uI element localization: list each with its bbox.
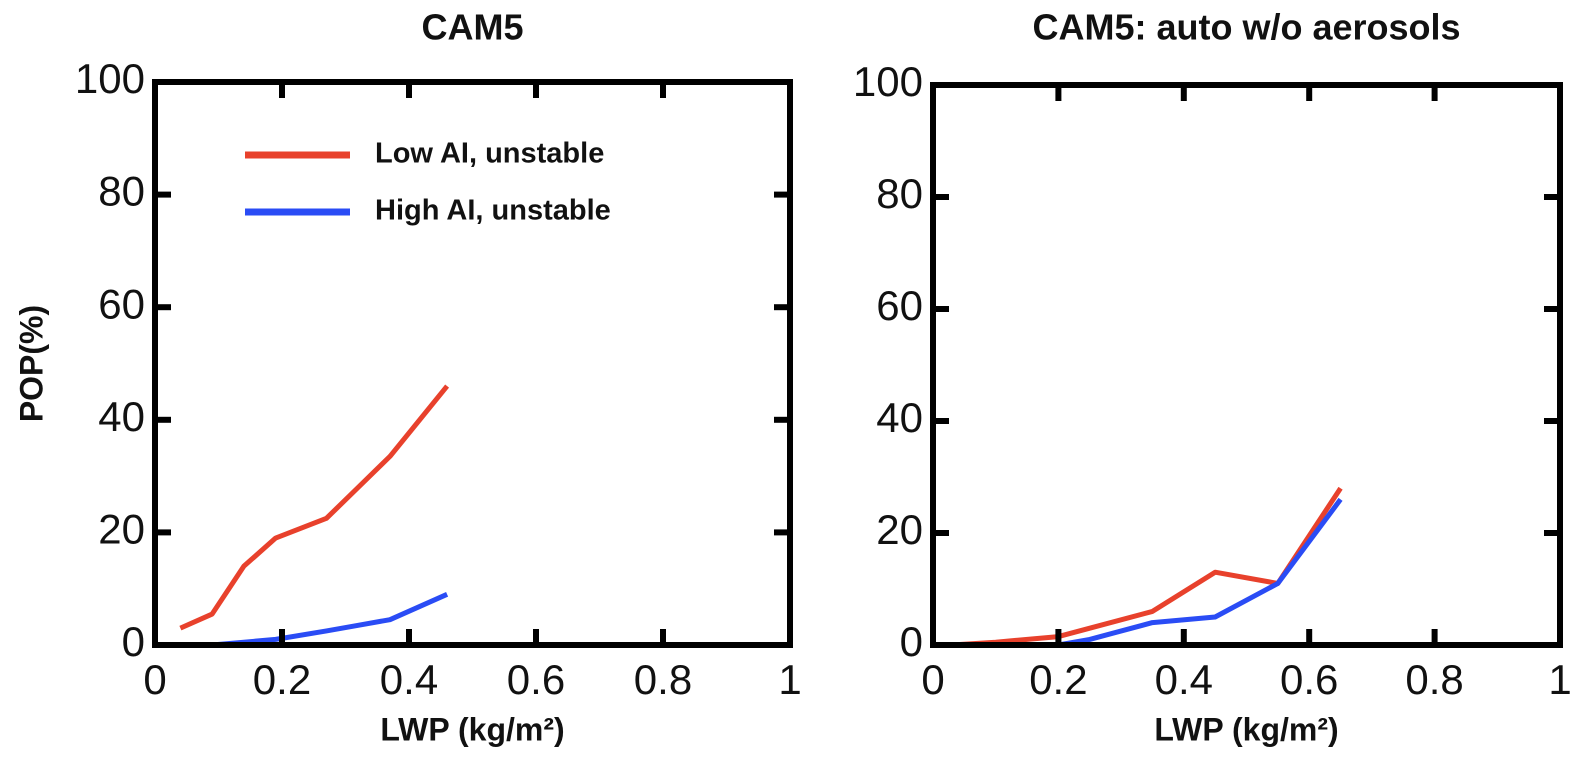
x-tick-label: 0.6 [1280, 656, 1338, 703]
x-tick-label: 0.4 [380, 656, 438, 703]
y-tick-label: 0 [900, 618, 923, 665]
x-tick-label: 0.4 [1155, 656, 1213, 703]
x-tick-label: 1 [778, 656, 801, 703]
chart-title: CAM5 [421, 7, 523, 48]
x-tick-label: 0.8 [634, 656, 692, 703]
x-axis-label: LWP (kg/m²) [1154, 711, 1338, 747]
x-tick-label: 0 [921, 656, 944, 703]
y-tick-label: 20 [876, 506, 923, 553]
series-line [179, 384, 450, 631]
y-tick-label: 40 [98, 393, 145, 440]
y-tick-label: 60 [876, 282, 923, 329]
y-tick-label: 80 [876, 170, 923, 217]
x-tick-label: 0.2 [253, 656, 311, 703]
plot-frame [930, 82, 1563, 648]
legend-label: High AI, unstable [375, 195, 611, 227]
x-tick-label: 0 [143, 656, 166, 703]
legend-label: Low AI, unstable [375, 138, 604, 170]
x-axis-label: LWP (kg/m²) [380, 711, 564, 747]
y-tick-label: 60 [98, 280, 145, 327]
y-tick-label: 100 [853, 58, 923, 105]
series-line [951, 486, 1343, 648]
x-tick-label: 1 [1548, 656, 1571, 703]
y-tick-label: 100 [75, 55, 145, 102]
plot-frame [152, 79, 793, 648]
x-tick-label: 0.8 [1405, 656, 1463, 703]
y-tick-label: 80 [98, 168, 145, 215]
y-tick-label: 20 [98, 505, 145, 552]
x-tick-label: 0.6 [507, 656, 565, 703]
y-tick-label: 40 [876, 394, 923, 441]
x-tick-label: 0.2 [1029, 656, 1087, 703]
y-axis-label: POP(%) [13, 305, 49, 422]
y-tick-label: 0 [122, 618, 145, 665]
chart-title: CAM5: auto w/o aerosols [1032, 7, 1460, 48]
